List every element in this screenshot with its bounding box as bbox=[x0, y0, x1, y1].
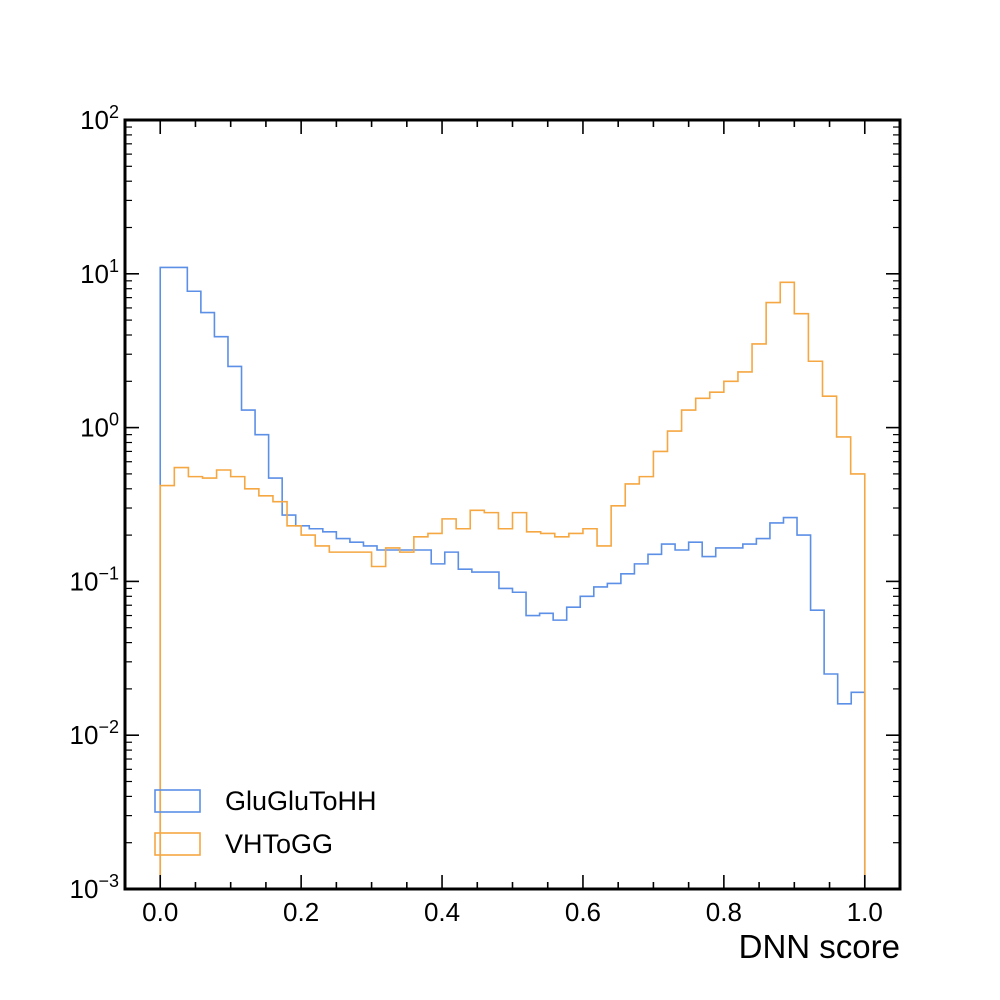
y-tick-labels: 102 101 100 10−1 10−2 10−3 bbox=[70, 102, 119, 904]
legend-label: VHToGG bbox=[225, 829, 333, 859]
x-tick-label: 0.8 bbox=[706, 897, 742, 927]
plot-frame bbox=[123, 118, 902, 891]
x-tick-label: 0.4 bbox=[424, 897, 460, 927]
histogram-series-1 bbox=[159, 281, 866, 889]
legend: GluGluToHH VHToGG bbox=[154, 786, 377, 859]
y-tick-label: 10−1 bbox=[70, 563, 119, 596]
y-tick-label: 101 bbox=[80, 256, 119, 289]
histogram-series-0 bbox=[159, 266, 866, 889]
x-axis-title: DNN score bbox=[739, 928, 900, 965]
y-tick-label: 10−2 bbox=[70, 717, 119, 750]
x-tick-label: 0.6 bbox=[565, 897, 601, 927]
legend-swatch bbox=[154, 789, 201, 813]
histogram-layer bbox=[159, 266, 866, 889]
y-tick-label: 102 bbox=[80, 102, 119, 135]
x-tick-label: 0.2 bbox=[283, 897, 319, 927]
x-tick-label: 1.0 bbox=[847, 897, 883, 927]
x-tick-label: 0.0 bbox=[142, 897, 178, 927]
legend-label: GluGluToHH bbox=[225, 786, 377, 816]
y-tick-label: 10−3 bbox=[70, 871, 119, 904]
legend-swatch bbox=[154, 832, 201, 856]
x-tick-labels: 0.0 0.2 0.4 0.6 0.8 1.0 bbox=[142, 897, 883, 927]
axis-ticks bbox=[124, 119, 901, 890]
y-tick-label: 100 bbox=[80, 410, 119, 443]
